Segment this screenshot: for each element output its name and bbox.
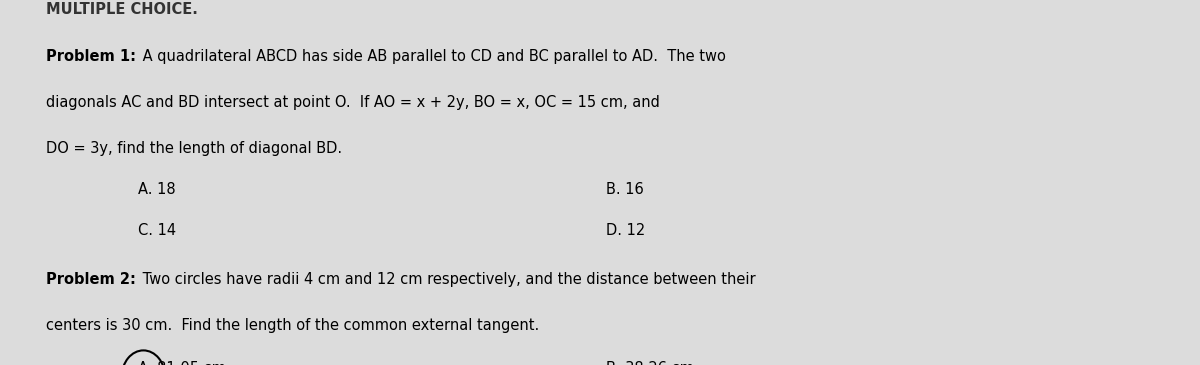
Text: B. 38.26 cm: B. 38.26 cm (606, 361, 694, 365)
Text: C. 14: C. 14 (138, 223, 176, 238)
Text: centers is 30 cm.  Find the length of the common external tangent.: centers is 30 cm. Find the length of the… (46, 318, 539, 333)
Text: MULTIPLE CHOICE.: MULTIPLE CHOICE. (46, 2, 198, 17)
Text: A. 81.05 cm: A. 81.05 cm (138, 361, 226, 365)
Text: B. 16: B. 16 (606, 182, 643, 197)
Text: DO = 3y, find the length of diagonal BD.: DO = 3y, find the length of diagonal BD. (46, 141, 342, 155)
Text: Problem 1:: Problem 1: (46, 49, 136, 64)
Text: D. 12: D. 12 (606, 223, 646, 238)
Text: A. 18: A. 18 (138, 182, 175, 197)
Text: diagonals AC and BD intersect at point O.  If AO = x + 2y, BO = x, OC = 15 cm, a: diagonals AC and BD intersect at point O… (46, 95, 660, 110)
Text: Two circles have radii 4 cm and 12 cm respectively, and the distance between the: Two circles have radii 4 cm and 12 cm re… (138, 272, 756, 287)
Text: A quadrilateral ABCD has side AB parallel to CD and BC parallel to AD.  The two: A quadrilateral ABCD has side AB paralle… (138, 49, 726, 64)
Text: Problem 2:: Problem 2: (46, 272, 136, 287)
